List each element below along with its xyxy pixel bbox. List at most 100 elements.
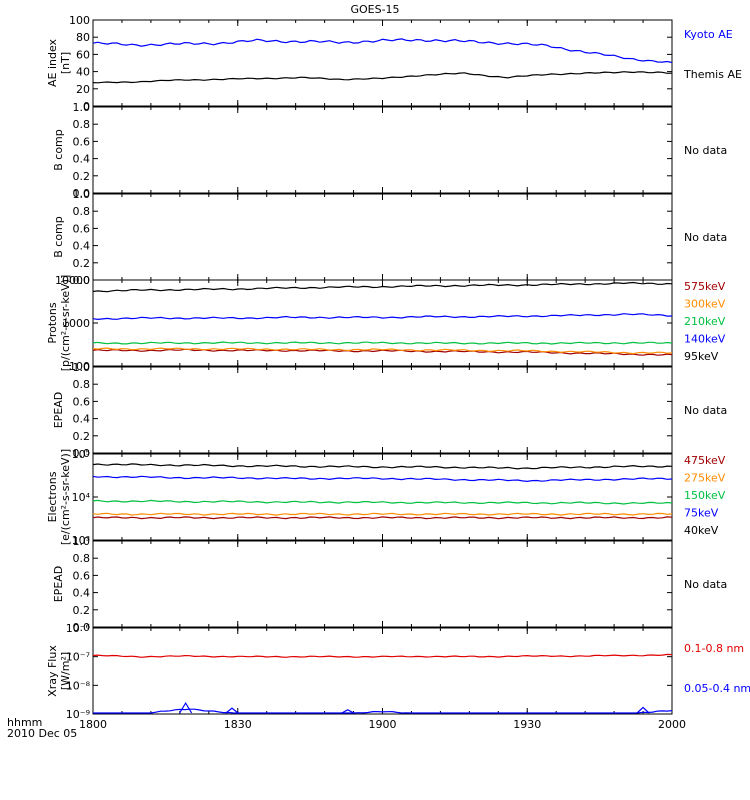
y-tick-label: 0.4: [73, 587, 91, 600]
y-axis-title: AE index: [46, 38, 59, 87]
legend-entry: 475keV: [684, 454, 726, 467]
y-tick-label: 1.0: [73, 361, 91, 374]
y-axis-unit: [nT]: [59, 52, 72, 74]
y-tick-label: 100: [69, 360, 90, 373]
y-axis-title: EPEAD: [52, 392, 65, 429]
y-tick-label: 0.2: [73, 257, 91, 270]
x-tick-label: 2000: [658, 718, 686, 731]
y-tick-label: 20: [76, 83, 90, 96]
x-tick-label: 1830: [224, 718, 252, 731]
xray-spike: [225, 707, 239, 714]
no-data-note: No data: [684, 578, 727, 591]
y-tick-label: 10⁻⁹: [66, 708, 90, 721]
legend-entry: Kyoto AE: [684, 28, 733, 41]
y-tick-label: 0.8: [73, 205, 91, 218]
y-axis-label-electrons: Electrons [e/(cm²-s-sr-keV)]: [46, 449, 72, 545]
y-axis-label-xray: Xray Flux [W/m²]: [46, 645, 72, 697]
chart-title: GOES-15: [350, 3, 399, 16]
x-tick-label: 1800: [79, 718, 107, 731]
series-line-95keV: [92, 281, 673, 293]
y-tick-label: 10⁴: [72, 491, 91, 504]
y-tick-label: 60: [76, 48, 90, 61]
y-axis-unit: [W/m²]: [59, 652, 72, 690]
y-tick-label: 0.2: [73, 170, 91, 183]
y-tick-label: 0.2: [73, 430, 91, 443]
y-tick-label: 0.8: [73, 552, 91, 565]
y-axis-title: Electrons: [46, 471, 59, 522]
y-tick-label: 1.0: [73, 535, 91, 548]
panel-frame-epead1: [92, 366, 673, 454]
y-tick-label: 80: [76, 31, 90, 44]
y-axis-label-protons: Protons [p/(cm²-s-sr-keV)]: [46, 275, 72, 372]
y-tick-label: 1.0: [73, 188, 91, 201]
legend-entry: 140keV: [684, 333, 726, 346]
y-tick-label: 0: [83, 100, 90, 113]
y-tick-label: 0.6: [73, 135, 91, 148]
series-line-40keV: [92, 463, 673, 470]
y-axis-label-epead1: EPEAD: [52, 392, 65, 429]
legend-entry: 150keV: [684, 489, 726, 502]
x-tick-label: 1930: [513, 718, 541, 731]
x-axis-date-label: 2010 Dec 05: [7, 727, 77, 740]
no-data-note: No data: [684, 231, 727, 244]
series-line-150keV: [92, 499, 673, 505]
y-tick-label: 10⁻⁶: [66, 622, 91, 635]
y-axis-unit: [e/(cm²-s-sr-keV)]: [59, 449, 72, 545]
y-axis-title: Protons: [46, 302, 59, 343]
no-data-note: No data: [684, 144, 727, 157]
series-line-0.1-0.8 nm: [92, 653, 673, 658]
y-axis-label-epead2: EPEAD: [52, 566, 65, 603]
legend-entry: 95keV: [684, 350, 719, 363]
y-tick-label: 0.4: [73, 413, 91, 426]
y-tick-label: 0.0: [73, 187, 91, 200]
y-tick-label: 0.6: [73, 222, 91, 235]
y-axis-title: B comp: [52, 129, 65, 171]
y-tick-label: 0.4: [73, 240, 91, 253]
y-tick-label: 0.6: [73, 569, 91, 582]
y-tick-label: 10⁻⁷: [66, 651, 90, 664]
y-tick-label: 10000: [55, 274, 90, 287]
y-tick-label: 0.2: [73, 604, 91, 617]
legend-entry: 0.1-0.8 nm: [684, 642, 744, 655]
y-axis-unit: [p/(cm²-s-sr-keV)]: [59, 275, 72, 372]
y-axis-title: B comp: [52, 216, 65, 258]
y-tick-label: 1.0: [73, 101, 91, 114]
panel-frame-b2: [92, 193, 673, 281]
legend-entry: 210keV: [684, 315, 726, 328]
series-line-210keV: [92, 341, 673, 345]
y-tick-label: 0.4: [73, 153, 91, 166]
series-line-300keV: [92, 347, 673, 355]
panel-frame-epead2: [92, 540, 673, 628]
legend-entry: 0.05-0.4 nm: [684, 682, 750, 695]
xray-spike: [179, 701, 193, 714]
series-line-Kyoto AE: [92, 38, 673, 64]
legend-entry: 75keV: [684, 507, 719, 520]
y-tick-label: 10³: [72, 534, 90, 547]
x-axis-corner-label: hhmm: [7, 716, 42, 729]
y-tick-label: 0.0: [73, 447, 91, 460]
y-tick-label: 100: [69, 14, 90, 27]
y-tick-label: 0.8: [73, 378, 91, 391]
y-tick-label: 10⁵: [72, 448, 90, 461]
panel-frame-xray: [92, 627, 673, 715]
y-tick-label: 0.0: [73, 274, 91, 287]
y-axis-title: Xray Flux: [46, 645, 59, 697]
x-tick-label: 1900: [369, 718, 397, 731]
series-line-75keV: [92, 475, 673, 483]
y-axis-label-ae: AE index [nT]: [46, 38, 72, 87]
y-axis-label-b2: B comp: [52, 216, 65, 258]
legend-entry: 300keV: [684, 298, 726, 311]
y-tick-label: 0.0: [73, 621, 91, 634]
xray-spike: [636, 706, 650, 714]
series-line-275keV: [92, 512, 673, 516]
legend-entry: 275keV: [684, 472, 726, 485]
panel-frame-ae: [92, 19, 673, 107]
y-axis-title: EPEAD: [52, 566, 65, 603]
y-axis-label-b1: B comp: [52, 129, 65, 171]
xray-spike: [341, 709, 355, 714]
series-line-140keV: [92, 313, 673, 321]
y-tick-label: 1000: [62, 317, 90, 330]
y-tick-label: 0.6: [73, 395, 91, 408]
legend-entry: 40keV: [684, 524, 719, 537]
y-tick-label: 40: [76, 66, 90, 79]
